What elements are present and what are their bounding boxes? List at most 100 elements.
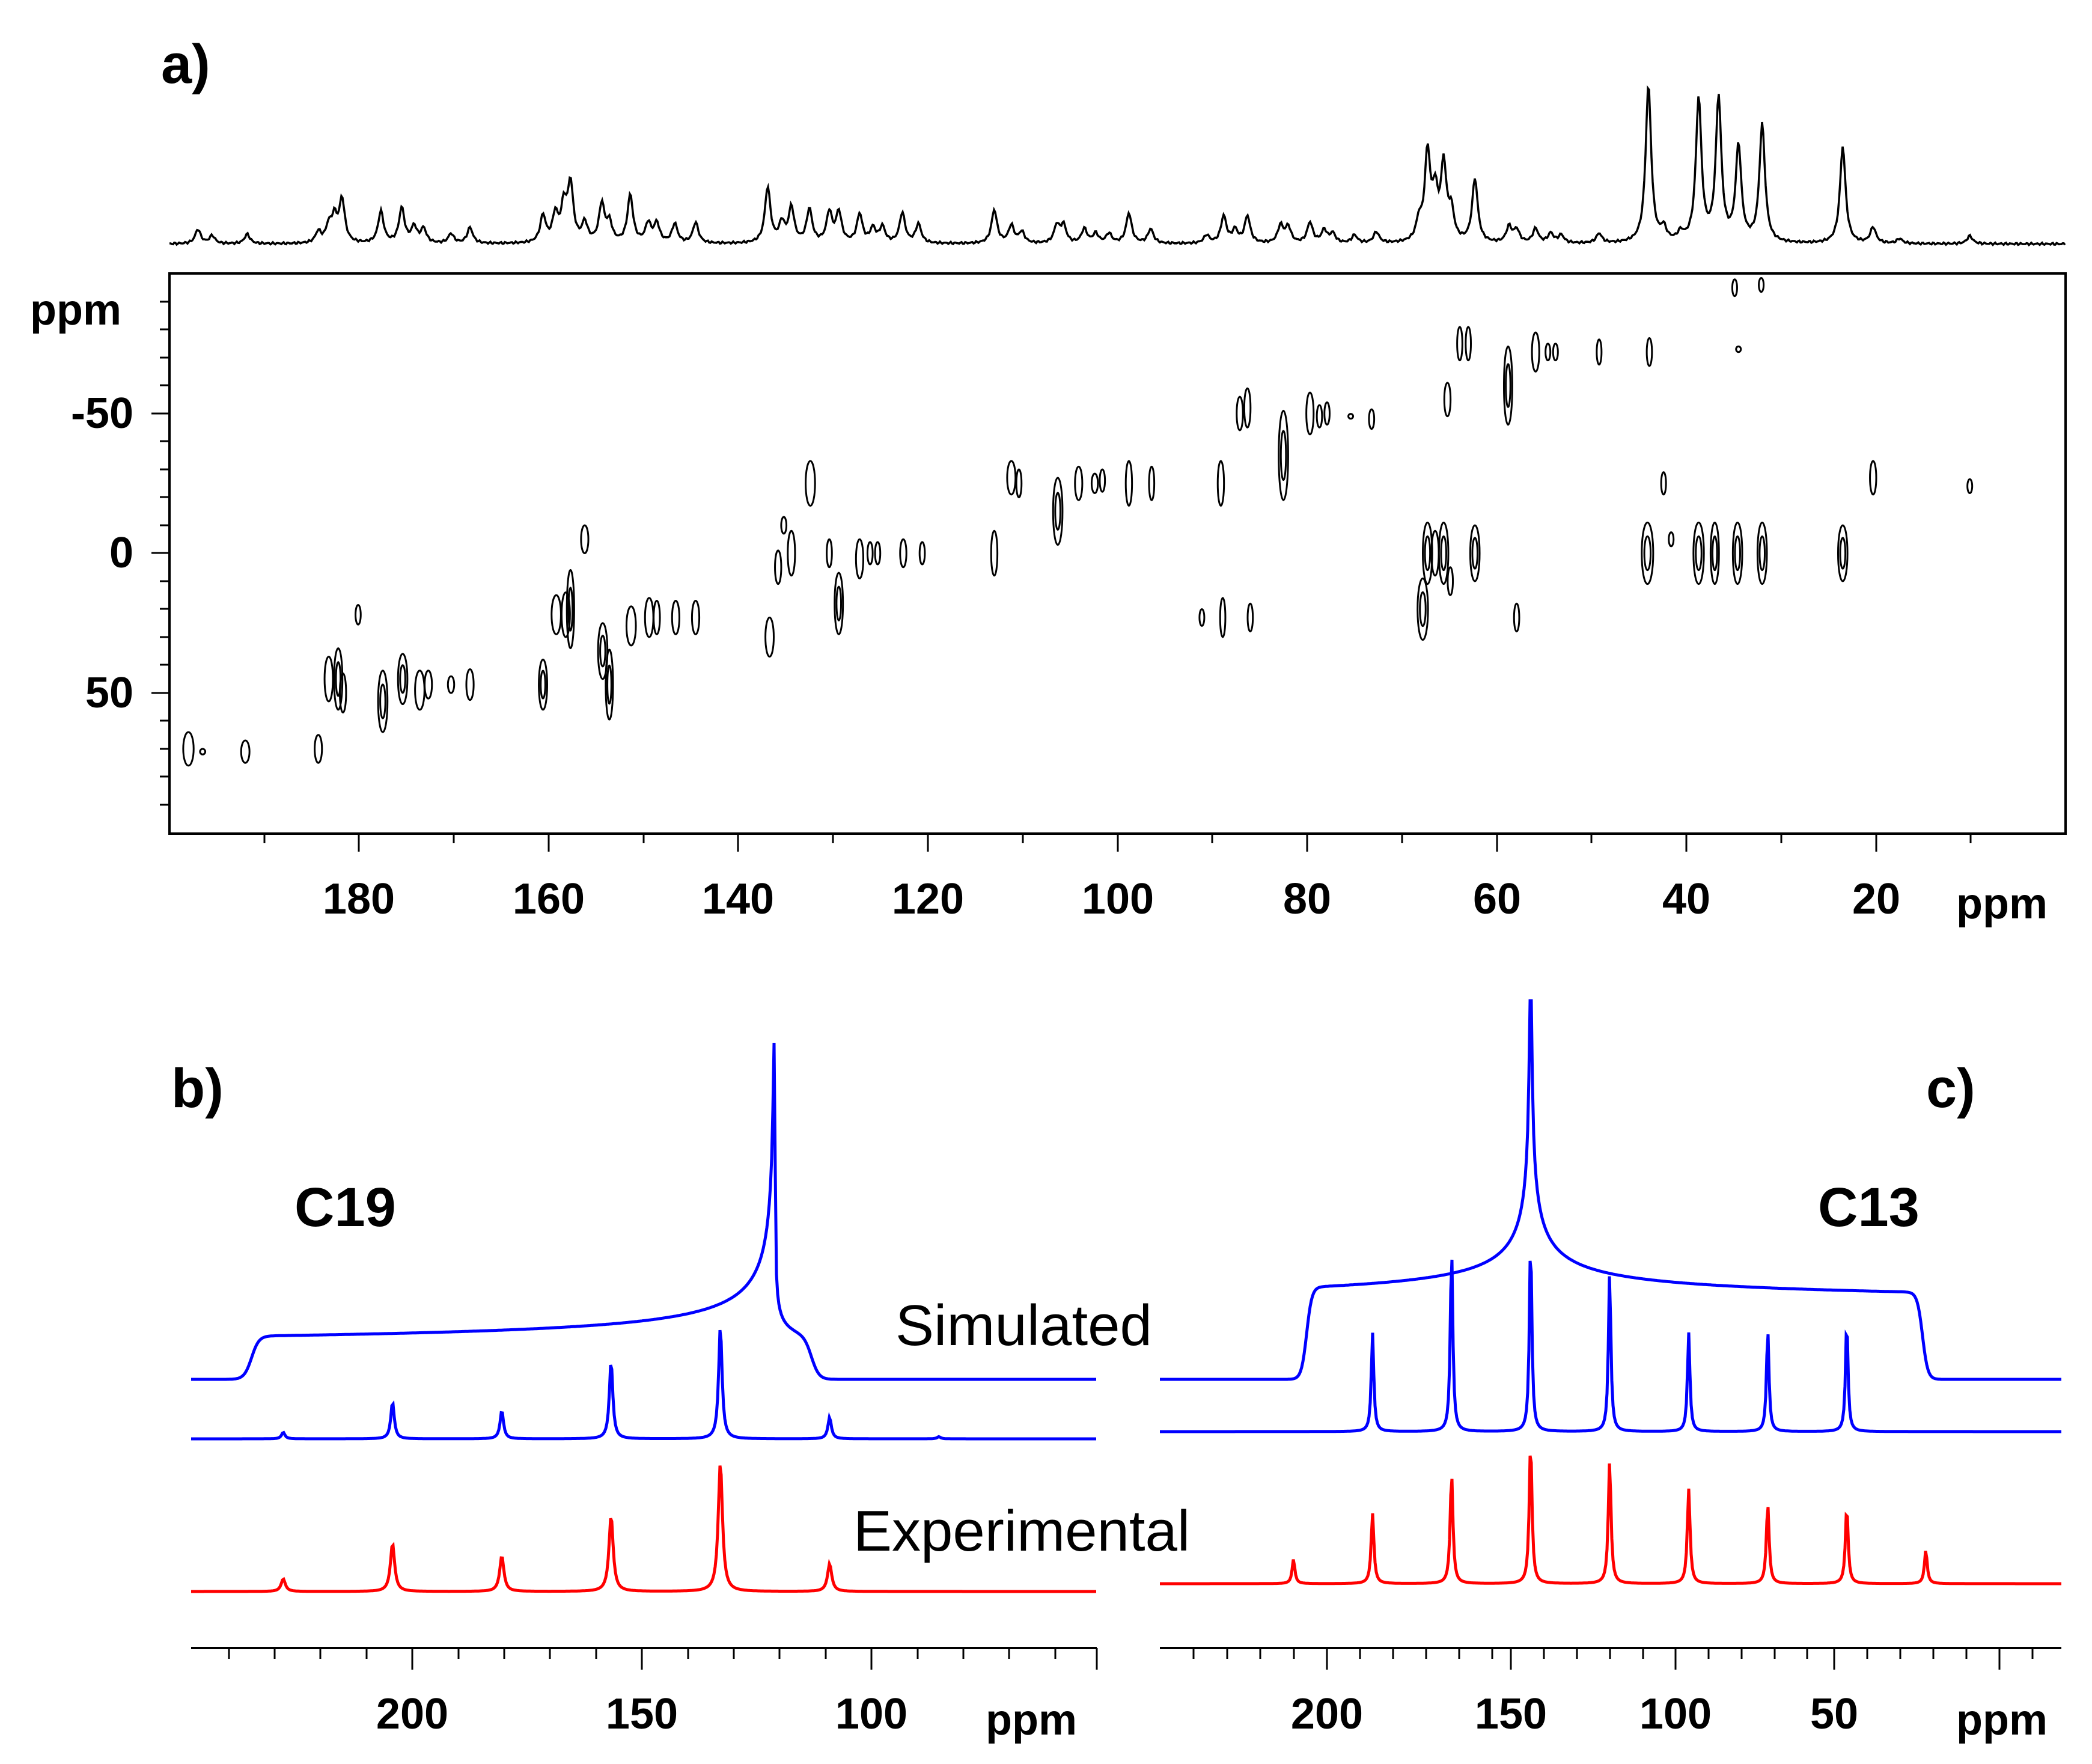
contour-peak xyxy=(1735,345,1742,353)
contour-peak xyxy=(1417,577,1429,641)
contour-peak xyxy=(1596,338,1603,366)
contour-peak xyxy=(1316,404,1323,429)
contour-peak xyxy=(990,530,999,577)
contour-peak xyxy=(333,647,344,711)
contour-peak xyxy=(597,622,609,680)
contour-peak xyxy=(538,658,548,711)
contour-peak xyxy=(1198,608,1206,627)
contour-peak xyxy=(397,653,409,706)
contour-peak-inner xyxy=(1712,535,1718,572)
contour-peak xyxy=(1502,345,1513,426)
contour-peak-inner xyxy=(1054,492,1061,531)
panel-b-x-tick-label: 200 xyxy=(376,1690,448,1738)
contour-peak xyxy=(671,600,680,635)
contour-peak xyxy=(1465,326,1472,362)
panel-a-x-tick-label: 100 xyxy=(1082,875,1154,923)
panel-c-static-simulated-trace xyxy=(1160,999,2061,1381)
contour-peak xyxy=(605,649,614,721)
contour-peak xyxy=(1443,382,1452,418)
contour-peak xyxy=(1124,460,1133,507)
contour-peak xyxy=(1347,413,1355,420)
panel-a-y-tick-label: 50 xyxy=(85,669,133,717)
contour-peak xyxy=(1756,521,1768,585)
contour-peak xyxy=(1305,391,1315,436)
panel-c-x-axis xyxy=(1192,1648,2034,1670)
contour-peak xyxy=(1148,465,1156,501)
panel-a-letter: a) xyxy=(161,34,210,95)
contour-peak xyxy=(691,600,701,635)
contour-peak xyxy=(1660,471,1667,496)
contour-peak xyxy=(560,591,571,638)
contour-peak xyxy=(780,516,788,535)
contour-peak xyxy=(1216,460,1225,507)
panel-c-letter: c) xyxy=(1926,1058,1975,1119)
panel-a: a) ppm -50 0 50 xyxy=(30,34,2067,928)
contour-peak-inner xyxy=(1419,591,1427,627)
contour-peak xyxy=(1368,408,1376,430)
contour-peak xyxy=(566,569,575,650)
contour-peak xyxy=(625,605,637,647)
panel-c-x-tick-label: 50 xyxy=(1810,1690,1858,1738)
contour-peak xyxy=(1447,566,1454,596)
contour-peak xyxy=(377,670,389,733)
contour-peak-inner xyxy=(1695,535,1703,572)
contour-peak xyxy=(1438,521,1450,585)
contour-peak xyxy=(1090,472,1099,495)
panel-c-x-tick-label: 150 xyxy=(1475,1690,1547,1738)
contour-peak xyxy=(826,538,833,569)
contour-peak xyxy=(1758,276,1765,293)
contour-peak-inner xyxy=(567,587,574,632)
contour-peak xyxy=(1243,387,1252,429)
contour-peak xyxy=(414,670,425,711)
contour-peak xyxy=(1692,521,1705,585)
contour-peak xyxy=(774,549,782,585)
panel-a-1d-projection xyxy=(169,85,2066,247)
panel-c-mas-simulated-trace xyxy=(1160,1259,2061,1433)
panel-a-x-tick-label: 180 xyxy=(323,875,395,923)
contour-peak-inner xyxy=(540,670,546,700)
panel-a-x-tick-label: 20 xyxy=(1852,875,1900,923)
contour-peak xyxy=(1246,602,1254,633)
contour-peak xyxy=(182,731,195,767)
contour-peak xyxy=(1074,465,1084,501)
panel-c-x-unit: ppm xyxy=(1956,1696,2048,1744)
panel-a-y-unit: ppm xyxy=(30,286,121,334)
panel-b-mas-experimental-trace xyxy=(191,1465,1096,1593)
contour-peak xyxy=(1837,524,1849,582)
contour-peak xyxy=(855,538,864,579)
panel-a-x-tick-label: 80 xyxy=(1283,875,1331,923)
contour-peak xyxy=(1052,477,1064,546)
contour-peak xyxy=(1645,337,1653,367)
contour-peak xyxy=(834,572,844,635)
contour-peak xyxy=(874,541,882,566)
contour-peak xyxy=(644,597,654,638)
contour-peak xyxy=(1278,409,1289,501)
contour-peak xyxy=(764,616,775,658)
contour-peak xyxy=(1236,395,1244,432)
contour-peak xyxy=(1513,602,1520,633)
contour-peak xyxy=(1641,521,1654,585)
contour-peak-inner xyxy=(1471,537,1479,570)
contour-peak xyxy=(424,670,433,700)
contour-peak xyxy=(355,604,362,626)
contour-peak xyxy=(1731,278,1738,298)
contour-peak-inner xyxy=(1279,430,1287,481)
contour-peak xyxy=(1552,343,1559,362)
contour-peak xyxy=(805,460,816,507)
contour-peak-inner xyxy=(1758,535,1766,572)
contour-peak xyxy=(580,524,590,554)
contour-peak-inner xyxy=(1734,535,1741,572)
contour-peak xyxy=(323,656,334,703)
panel-a-y-tick-label: -50 xyxy=(71,389,133,438)
contour-peak xyxy=(447,675,456,694)
contour-peak-inner xyxy=(835,585,843,621)
contour-peak-inner xyxy=(599,635,606,668)
panel-a-y-axis xyxy=(151,301,169,806)
panel-b-x-tick-label: 150 xyxy=(606,1690,678,1738)
panel-a-x-tick-label: 160 xyxy=(513,875,585,923)
panel-a-x-unit: ppm xyxy=(1956,880,2048,928)
panel-a-x-tick-label: 40 xyxy=(1662,875,1710,923)
panel-a-x-tick-label: 60 xyxy=(1473,875,1521,923)
panel-b-letter: b) xyxy=(171,1058,224,1119)
